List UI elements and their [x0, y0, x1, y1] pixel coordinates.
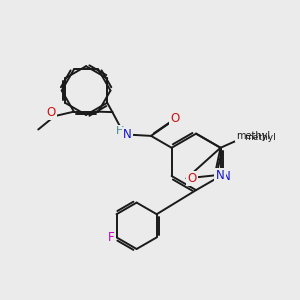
- Text: O: O: [170, 112, 179, 125]
- Text: N: N: [123, 128, 132, 141]
- Text: O: O: [187, 172, 196, 185]
- Text: F: F: [108, 231, 115, 244]
- Text: methyl: methyl: [236, 131, 270, 141]
- Text: H: H: [116, 126, 124, 136]
- Text: N: N: [216, 169, 224, 182]
- Text: O: O: [46, 106, 56, 119]
- Text: methyl: methyl: [244, 133, 276, 142]
- Text: N: N: [221, 169, 230, 182]
